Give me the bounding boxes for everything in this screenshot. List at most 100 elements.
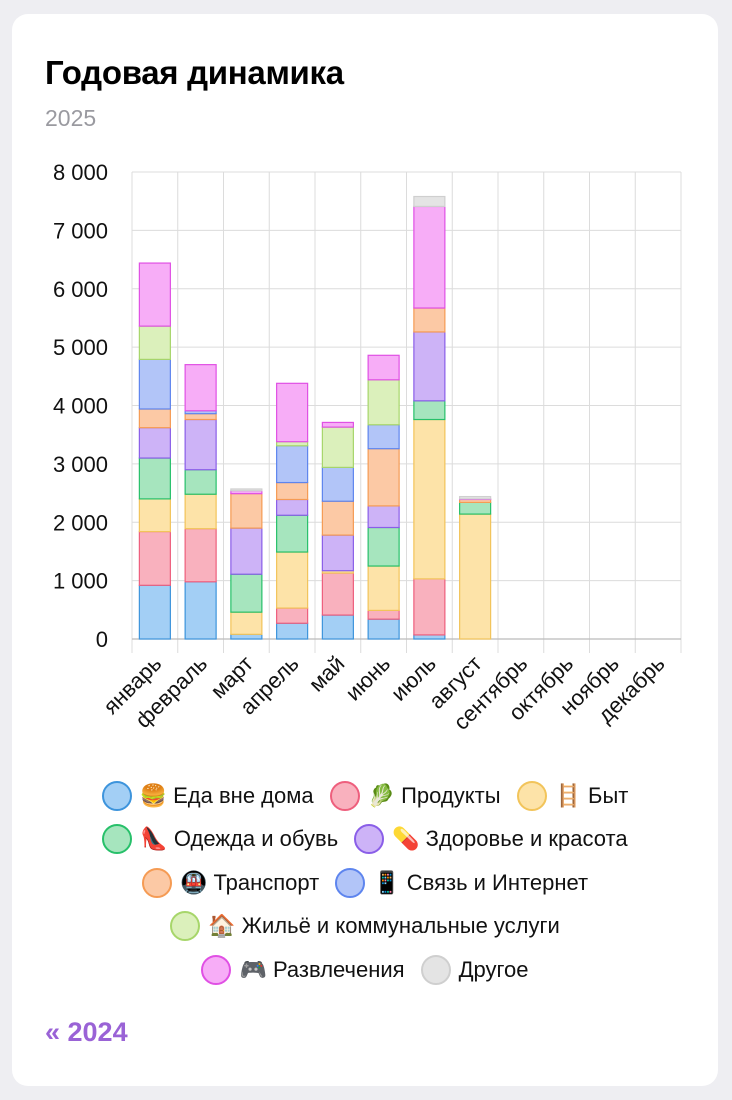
y-tick-label: 1 000 (53, 569, 108, 594)
legend-item[interactable]: 👠 Одежда и обувь (102, 824, 339, 855)
legend-swatch (141, 867, 172, 898)
legend-label: 🥬 Продукты (367, 782, 501, 808)
legend-label: 💊 Здоровье и красота (392, 826, 628, 852)
bar-segment[interactable] (413, 634, 446, 640)
y-tick-label: 5 000 (53, 335, 108, 360)
bar-segment[interactable] (367, 565, 400, 611)
bar-segment[interactable] (413, 578, 446, 636)
bar-segment[interactable] (276, 622, 309, 640)
legend-label: 👠 Одежда и обувь (140, 826, 339, 852)
legend-swatch (102, 824, 133, 855)
bar-segment[interactable] (321, 426, 354, 468)
legend-row: 🏠 Жильё и коммунальные услуги (170, 905, 560, 949)
bar-segment[interactable] (459, 501, 492, 515)
bar-segment[interactable] (184, 418, 217, 471)
legend-item[interactable]: 🏠 Жильё и коммунальные услуги (170, 911, 560, 942)
bar-segment[interactable] (321, 466, 354, 502)
bar-segment[interactable] (321, 534, 354, 572)
legend-row: 🚇 Транспорт 📱 Связь и Интернет (141, 861, 588, 905)
bar-segment[interactable] (321, 572, 354, 616)
bar-segment[interactable] (138, 262, 171, 327)
legend-row: 🎮 Развлечения Другое (201, 948, 529, 992)
stacked-bar-chart: 0 1 000 2 000 3 000 4 000 5 000 6 000 7 000 8 00… (53, 160, 682, 735)
legend-label: 🚇 Транспорт (179, 869, 320, 895)
legend-swatch (354, 824, 385, 855)
legend-label: Другое (458, 956, 529, 982)
bar-segment[interactable] (276, 382, 309, 443)
y-tick-label: 3 000 (53, 452, 108, 477)
legend-item[interactable]: Другое (420, 954, 529, 985)
legend-swatch (329, 780, 360, 811)
bar-segment[interactable] (321, 500, 354, 536)
bar-segment[interactable] (230, 493, 263, 529)
bar-segment[interactable] (367, 379, 400, 426)
bar-segment[interactable] (367, 505, 400, 529)
bar-segment[interactable] (413, 331, 446, 402)
bar-segment[interactable] (367, 448, 400, 507)
legend-item[interactable]: 🍔 Еда вне дома (101, 780, 314, 811)
bar-segment[interactable] (276, 514, 309, 553)
legend-item[interactable]: 💊 Здоровье и красота (354, 824, 628, 855)
bar-segment[interactable] (413, 307, 446, 333)
bar-segment[interactable] (276, 441, 309, 447)
bar-segment[interactable] (138, 457, 171, 500)
legend-swatch (201, 954, 232, 985)
previous-year-link[interactable]: « 2024 (45, 1017, 128, 1047)
bar-segment[interactable] (230, 573, 263, 613)
bar-segment[interactable] (230, 611, 263, 635)
bar-segment[interactable] (276, 607, 309, 624)
bar-segment[interactable] (276, 445, 309, 484)
x-tick-label: июнь (340, 651, 395, 706)
bar-segment[interactable] (138, 530, 171, 586)
legend-row: 👠 Одежда и обувь 💊 Здоровье и красота (102, 818, 628, 862)
bar-segment[interactable] (276, 498, 309, 516)
bar-segment[interactable] (138, 427, 171, 459)
bar-segment[interactable] (367, 609, 400, 620)
bar-segment[interactable] (184, 581, 217, 640)
legend-label: 🎮 Развлечения (239, 956, 405, 982)
bar-segment[interactable] (184, 413, 217, 421)
legend-item[interactable]: 📱 Связь и Интернет (335, 867, 588, 898)
legend-item[interactable]: 🚇 Транспорт (141, 867, 320, 898)
bar-segment[interactable] (413, 205, 446, 309)
bar-segment[interactable] (138, 358, 171, 410)
y-tick-label: 7 000 (53, 218, 108, 243)
bar-segment[interactable] (138, 498, 171, 533)
bar-segment[interactable] (276, 551, 309, 609)
bar-segment[interactable] (184, 469, 217, 495)
bar-segment[interactable] (413, 418, 446, 580)
bar-segment[interactable] (367, 354, 400, 381)
bar-segment[interactable] (230, 488, 263, 492)
grid (131, 171, 682, 653)
bar-segment[interactable] (459, 513, 492, 640)
legend-row: 🍔 Еда вне дома 🥬 Продукты 🪜 Быт (101, 774, 629, 818)
bar-segment[interactable] (367, 526, 400, 567)
legend-swatch (101, 780, 132, 811)
bar-segment[interactable] (184, 364, 217, 412)
bar-segment[interactable] (138, 584, 171, 640)
bar-segment[interactable] (184, 528, 217, 583)
legend-label: 🪜 Быт (554, 782, 629, 808)
bar-segment[interactable] (276, 481, 309, 501)
bar-segment[interactable] (413, 195, 446, 208)
y-tick-label: 8 000 (53, 160, 108, 185)
y-tick-label: 0 (96, 627, 108, 652)
legend-item[interactable]: 🥬 Продукты (329, 780, 501, 811)
bar-segment[interactable] (367, 618, 400, 640)
legend-item[interactable]: 🎮 Развлечения (201, 954, 405, 985)
bar-segment[interactable] (230, 633, 263, 640)
bar-segment[interactable] (230, 527, 263, 575)
bar-segment[interactable] (413, 400, 446, 421)
bar-segment[interactable] (138, 325, 171, 360)
legend-item[interactable]: 🪜 Быт (516, 780, 629, 811)
legend-swatch (170, 911, 201, 942)
bar-segment[interactable] (459, 495, 492, 500)
bar-segment[interactable] (321, 614, 354, 640)
y-tick-label: 6 000 (53, 277, 108, 302)
bar-segment[interactable] (321, 421, 354, 428)
chart-legend: 🍔 Еда вне дома 🥬 Продукты 🪜 Быт 👠 Одежда и … (12, 774, 718, 992)
legend-swatch (516, 780, 547, 811)
bar-segment[interactable] (138, 408, 171, 429)
bar-segment[interactable] (367, 424, 400, 450)
bar-segment[interactable] (184, 493, 217, 530)
